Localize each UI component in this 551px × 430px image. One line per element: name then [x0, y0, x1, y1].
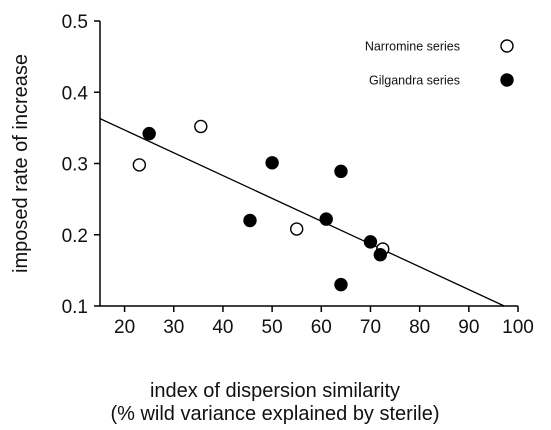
- narromine-point: [290, 222, 304, 236]
- legend-label: Narromine series: [365, 40, 460, 54]
- x-axis-subtitle: (% wild variance explained by sterile): [110, 403, 439, 425]
- narromine-point: [194, 119, 208, 134]
- y-tick-label: 0.1: [62, 297, 88, 318]
- x-tick-label: 90: [458, 317, 479, 338]
- legend: Narromine series Gilgandra series: [365, 39, 514, 88]
- narromine-point: [132, 158, 147, 172]
- y-tick-label: 0.3: [62, 155, 88, 176]
- y-tick-label: 0.2: [62, 226, 88, 247]
- y-tick-label: 0.4: [62, 83, 89, 104]
- gilgandra-point: [319, 212, 333, 226]
- x-tick-label: 70: [360, 317, 381, 338]
- x-axis-title: index of dispersion similarity: [150, 380, 400, 402]
- x-tick-label: 30: [163, 317, 184, 338]
- axes: 20 30 40 50 60 70 80 90 100 0.1 0.2 0.3 0.4 0.5: [62, 12, 534, 338]
- x-tick-label: 40: [212, 317, 233, 338]
- gilgandra-point: [363, 235, 378, 249]
- plot-area: [99, 118, 505, 307]
- gilgandra-point: [243, 213, 257, 228]
- x-tick-label: 60: [311, 317, 332, 338]
- regression-line: [99, 118, 505, 307]
- x-tick-label: 80: [409, 317, 430, 338]
- gilgandra-point: [142, 126, 156, 141]
- x-tick-label: 100: [502, 317, 534, 338]
- legend-label: Gilgandra series: [369, 74, 460, 88]
- gilgandra-point: [334, 277, 348, 292]
- axis-titles: imposed rate of increase index of dispers…: [10, 54, 440, 425]
- legend-filled-circle-icon: [500, 73, 514, 87]
- gilgandra-point: [334, 164, 348, 179]
- gilgandra-point: [373, 247, 388, 262]
- legend-open-circle-icon: [500, 39, 514, 53]
- x-tick-label: 50: [262, 317, 283, 338]
- x-tick-label: 20: [114, 317, 135, 338]
- gilgandra-point: [265, 156, 279, 170]
- y-tick-label: 0.5: [62, 12, 88, 33]
- y-axis-title: imposed rate of increase: [10, 54, 32, 273]
